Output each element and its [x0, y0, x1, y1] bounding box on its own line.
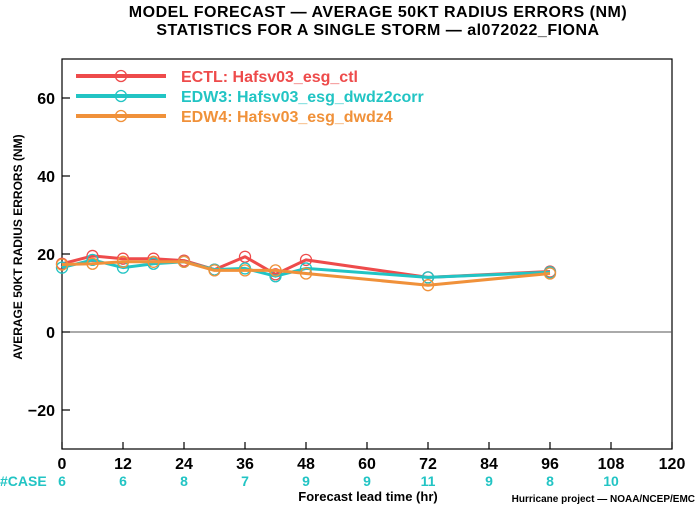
- x-tick-label: 48: [297, 456, 315, 473]
- legend-marker: [114, 69, 128, 83]
- series-line: [61, 260, 551, 287]
- x-tick-label: 24: [175, 456, 193, 473]
- data-point: [299, 267, 313, 280]
- data-point: [421, 279, 435, 292]
- y-axis-label: AVERAGE 50KT RADIUS ERRORS (NM): [11, 134, 25, 359]
- x-tick-label: 60: [358, 456, 376, 473]
- data-point: [238, 264, 252, 277]
- case-count: 8: [546, 473, 554, 489]
- legend-item: EDW4: Hafsv03_esg_dwdz4: [76, 109, 393, 126]
- x-tick-label: 96: [541, 456, 559, 473]
- x-axis-label: Forecast lead time (hr): [298, 489, 437, 504]
- chart-subtitle: STATISTICS FOR A SINGLE STORM — al072022…: [156, 22, 599, 39]
- legend-marker: [114, 89, 128, 103]
- chart-title: MODEL FORECAST — AVERAGE 50KT RADIUS ERR…: [129, 4, 627, 21]
- legend-marker: [114, 109, 128, 123]
- y-tick-label: 40: [37, 169, 55, 186]
- x-tick-label: 120: [659, 456, 686, 473]
- y-tick-label: 60: [37, 91, 55, 108]
- x-tick-label: 84: [480, 456, 498, 473]
- data-point: [299, 253, 313, 267]
- data-point: [86, 257, 99, 270]
- data-point: [55, 258, 69, 271]
- case-row-label: #CASE: [0, 473, 47, 489]
- x-tick-label: 108: [598, 456, 625, 473]
- data-point: [269, 264, 282, 277]
- data-point: [116, 252, 130, 265]
- data-point: [116, 255, 130, 268]
- x-axis: 0 12 24 36 48 60 72 84 96 108 120: [58, 442, 686, 473]
- case-count: 6: [119, 473, 127, 489]
- data-point: [147, 255, 160, 268]
- legend-label: ECTL: Hafsv03_esg_ctl: [181, 69, 358, 86]
- legend-label: EDW3: Hafsv03_esg_dwdz2corr: [181, 89, 424, 106]
- y-tick-label: −20: [28, 403, 55, 420]
- data-point: [177, 255, 191, 268]
- x-tick-label: 12: [114, 456, 132, 473]
- data-point: [238, 250, 252, 263]
- data-point: [55, 261, 69, 274]
- legend-label: EDW4: Hafsv03_esg_dwdz4: [181, 109, 393, 126]
- legend-item: EDW3: Hafsv03_esg_dwdz2corr: [76, 89, 424, 106]
- data-point: [86, 253, 99, 267]
- data-point: [208, 264, 221, 277]
- case-count: 11: [421, 473, 436, 489]
- legend-item: ECTL: Hafsv03_esg_ctl: [76, 69, 358, 86]
- series-layer: [55, 249, 557, 292]
- x-tick-label: 0: [58, 456, 67, 473]
- x-tick-label: 36: [236, 456, 254, 473]
- legend: ECTL: Hafsv03_esg_ctl EDW3: Hafsv03_esg_d…: [76, 69, 424, 126]
- case-count: 6: [58, 473, 66, 489]
- case-count: 8: [180, 473, 188, 489]
- case-count: 9: [485, 473, 493, 489]
- case-count: 9: [302, 473, 310, 489]
- series-3: [55, 255, 557, 292]
- case-count: 10: [603, 473, 619, 489]
- credit-text: Hurricane project — NOAA/NCEP/EMC: [512, 494, 695, 505]
- data-point: [421, 271, 435, 284]
- data-point: [543, 267, 557, 280]
- y-tick-label: 0: [46, 325, 55, 342]
- y-tick-label: 20: [37, 247, 55, 264]
- y-axis: 60 40 20 0 −20: [28, 91, 70, 420]
- case-count-row: #CASE 6 6 8 7 9 9 11 9 8 10: [0, 473, 619, 489]
- data-point: [86, 249, 99, 263]
- case-count: 9: [363, 473, 371, 489]
- x-tick-label: 72: [419, 456, 437, 473]
- case-count: 7: [241, 473, 249, 489]
